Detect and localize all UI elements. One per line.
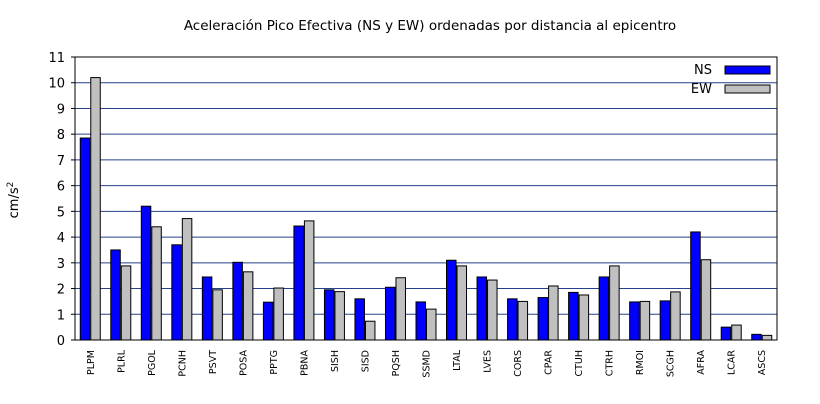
y-tick-label: 4	[57, 231, 65, 246]
x-tick-label: PBNA	[299, 350, 310, 376]
bar-ew-ltal	[456, 265, 468, 341]
y-tick-label: 9	[57, 102, 65, 117]
bar-ew-rmoi	[639, 300, 651, 341]
bar-ew-posa	[242, 271, 254, 341]
bar-ns-plrl	[110, 249, 121, 341]
bar-ns-afra	[690, 231, 701, 341]
x-tick-label: PPTG	[269, 350, 280, 375]
bar-ns-rmoi	[629, 301, 640, 341]
y-tick-label: 10	[48, 77, 65, 92]
y-tick-label: 2	[57, 283, 65, 298]
legend-swatch-ew	[724, 84, 771, 94]
bar-ns-ltal	[446, 259, 457, 341]
x-tick-label: SISD	[360, 350, 371, 372]
bar-ew-pgol	[151, 226, 162, 341]
x-tick-label: LCAR	[727, 350, 738, 375]
x-ticks: PLPM PLRL PGOL PCNH PSVT POSA PPTG PBNA SISH SISD…	[86, 349, 768, 377]
y-tick-label: 7	[57, 154, 65, 169]
chart-title: Aceleración Pico Efectiva (NS y EW) orde…	[184, 18, 676, 34]
bar-ew-sisd	[364, 320, 376, 341]
x-tick-label: LVES	[483, 350, 494, 373]
bar-ns-ascs	[751, 333, 762, 341]
bar-ew-lves	[487, 279, 498, 341]
y-tick-label: 0	[57, 334, 65, 349]
bar-ns-ctuh	[568, 291, 579, 341]
bar-ew-ascs	[761, 334, 773, 341]
bar-ew-scgh	[670, 291, 681, 341]
bar-ns-sish	[323, 289, 335, 341]
y-axis-label: cm/s2	[6, 182, 22, 219]
x-tick-label: SISH	[330, 350, 341, 372]
x-tick-label: PQSH	[391, 350, 402, 376]
bar-ew-sish	[334, 291, 345, 341]
x-tick-label: CPAR	[544, 350, 555, 375]
x-tick-label: PLPM	[86, 350, 97, 375]
y-axis-label-superscript: 2	[6, 182, 16, 188]
bar-ns-pbna	[293, 225, 304, 341]
bar-ns-lves	[476, 276, 488, 341]
x-tick-label: LTAL	[452, 349, 463, 371]
legend-label-ew: EW	[691, 82, 712, 97]
x-tick-label: RMOI	[635, 350, 646, 375]
x-tick-label: CTRH	[605, 350, 616, 376]
x-tick-label: PSVT	[208, 350, 219, 374]
y-tick-label: 6	[57, 180, 65, 195]
bar-ns-posa	[232, 261, 243, 341]
bar-ns-lcar	[720, 326, 732, 341]
y-tick-label: 1	[57, 308, 65, 323]
bar-ew-plrl	[120, 265, 132, 341]
bar-ns-psvt	[201, 276, 213, 341]
x-tick-label: CTUH	[574, 350, 585, 377]
bar-ew-ctuh	[578, 294, 590, 341]
bar-ns-cpar	[537, 297, 549, 341]
y-axis-label-base: cm/s	[7, 187, 22, 218]
x-tick-label: SCGH	[666, 350, 677, 377]
bar-ew-plpm	[90, 77, 101, 341]
x-tick-label: POSA	[238, 350, 249, 376]
y-tick-label: 5	[57, 205, 65, 220]
x-tick-label: CORS	[513, 350, 524, 377]
bar-ns-plpm	[79, 137, 91, 341]
bar-ew-pptg	[273, 287, 284, 341]
legend-swatch-ns	[724, 65, 771, 75]
y-tick-label: 8	[57, 128, 65, 143]
bar-ew-afra	[700, 259, 712, 341]
bar-ns-ssmd	[415, 301, 426, 341]
legend-label-ns: NS	[694, 63, 712, 78]
bar-ew-cpar	[548, 285, 559, 341]
x-tick-label: PGOL	[147, 349, 158, 376]
bar-ew-ctrh	[609, 265, 620, 341]
y-tick-label: 3	[57, 257, 65, 272]
bar-ns-scgh	[659, 300, 671, 341]
bar-ew-pqsh	[395, 277, 406, 341]
bar-ew-ssmd	[426, 308, 437, 341]
x-tick-label: ASCS	[757, 350, 768, 375]
plot-frame	[74, 56, 778, 341]
y-tick-label: 11	[48, 51, 65, 66]
bars	[79, 77, 773, 341]
x-tick-label: AFRA	[696, 350, 707, 375]
legend: NS EW	[691, 63, 771, 97]
bar-ns-cors	[507, 298, 518, 341]
x-tick-label: SSMD	[422, 350, 433, 378]
y-ticks: 0 1 2 3 4 5 6 7 8 9 10 11	[48, 51, 75, 349]
bar-ew-pbna	[303, 220, 315, 341]
bar-ew-psvt	[212, 289, 223, 341]
bar-ns-pgol	[140, 205, 152, 341]
bar-ns-ctrh	[598, 276, 610, 341]
bar-ns-pqsh	[384, 286, 396, 341]
x-tick-label: PLRL	[116, 349, 127, 373]
bar-ew-lcar	[731, 324, 742, 341]
bar-ns-pcnh	[171, 244, 182, 341]
x-tick-label: PCNH	[177, 350, 188, 377]
bar-ns-pptg	[262, 301, 274, 341]
bar-ew-pcnh	[181, 218, 193, 341]
bar-ew-cors	[517, 300, 529, 341]
bar-ns-sisd	[354, 298, 365, 341]
